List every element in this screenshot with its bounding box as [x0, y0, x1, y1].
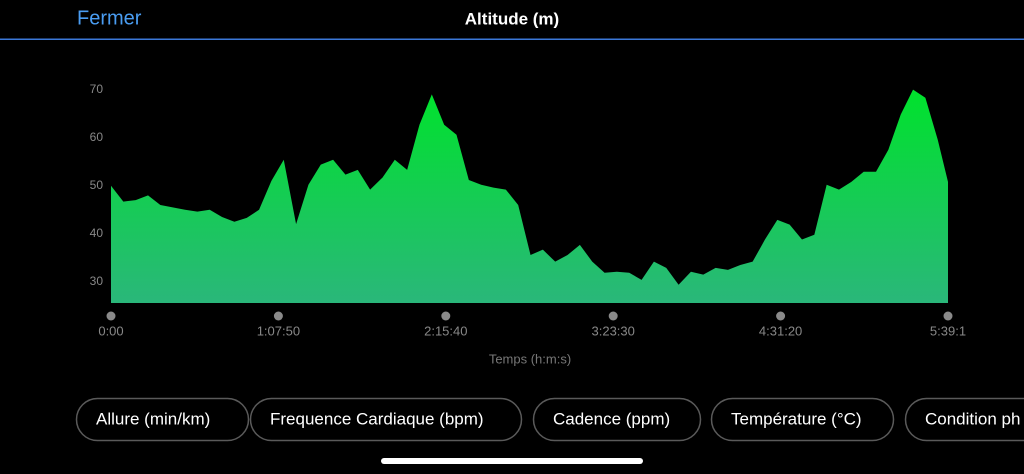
metric-button-label[interactable]: Frequence Cardiaque (bpm) [270, 409, 484, 428]
x-tick-dot [943, 311, 953, 321]
x-tick-label: 5:39:1 [930, 323, 966, 338]
x-tick-dot [441, 311, 451, 321]
x-tick-dot [273, 311, 283, 321]
altitude-area [111, 89, 948, 304]
y-tick-label: 30 [90, 274, 104, 288]
metric-button[interactable] [904, 397, 1024, 442]
x-tick-label: 3:23:30 [592, 323, 635, 338]
x-tick-label: 2:15:40 [424, 323, 467, 338]
screen-title: Altitude (m) [465, 9, 559, 28]
x-tick-label: 1:07:50 [257, 323, 300, 338]
x-tick-dot [106, 311, 116, 321]
header-divider [0, 38, 1024, 40]
metric-button-label[interactable]: Cadence (ppm) [553, 409, 670, 428]
metric-button[interactable] [532, 397, 702, 442]
metric-button[interactable] [75, 397, 250, 442]
y-tick-label: 60 [90, 130, 104, 144]
metric-button[interactable] [710, 397, 895, 442]
x-tick-dot [608, 311, 618, 321]
x-tick-label: 4:31:20 [759, 323, 802, 338]
x-tick-label: 0:00 [98, 323, 123, 338]
y-tick-label: 70 [90, 82, 104, 96]
metric-button-label[interactable]: Température (°C) [731, 409, 862, 428]
y-tick-label: 50 [90, 178, 104, 192]
x-axis-label: Temps (h:m:s) [489, 351, 571, 366]
y-tick-label: 40 [90, 226, 104, 240]
close-button[interactable]: Fermer [77, 7, 142, 29]
metric-button-label[interactable]: Allure (min/km) [96, 409, 210, 428]
home-indicator [381, 458, 643, 464]
metric-button-label[interactable]: Condition ph [925, 409, 1020, 428]
metric-button[interactable] [249, 397, 523, 442]
x-tick-dot [776, 311, 786, 321]
